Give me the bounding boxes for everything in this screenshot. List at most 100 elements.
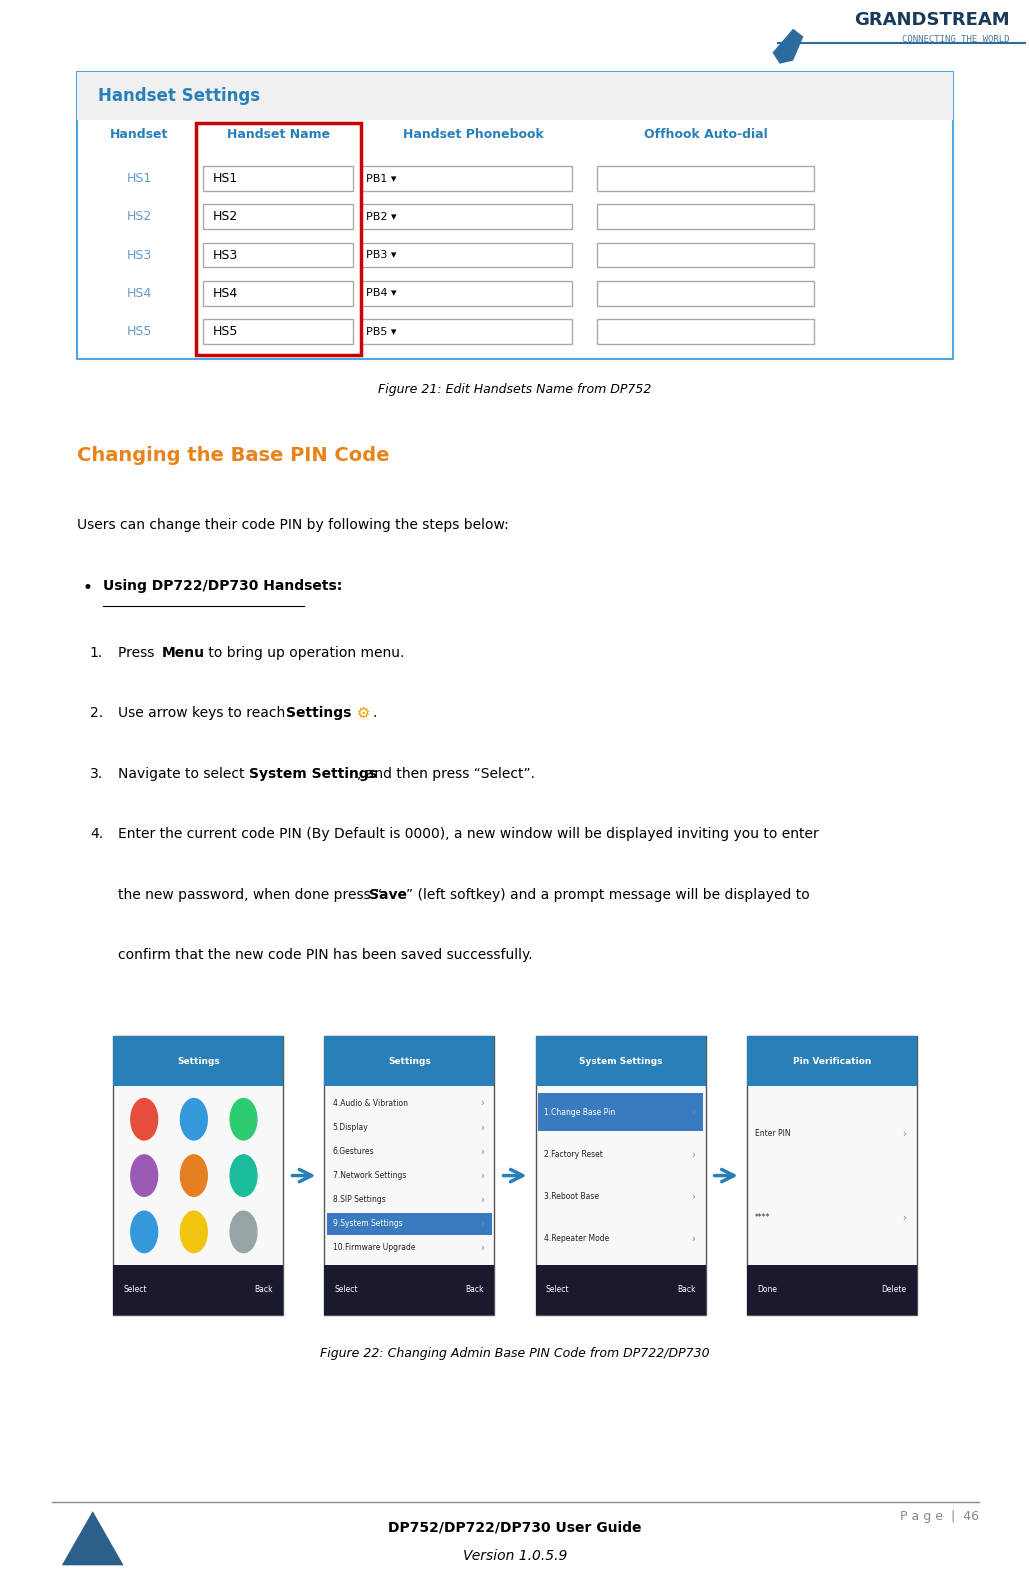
Text: Delete: Delete bbox=[882, 1285, 906, 1294]
Polygon shape bbox=[772, 29, 803, 64]
Text: Settings: Settings bbox=[286, 706, 351, 720]
Text: Handset: Handset bbox=[110, 128, 168, 140]
FancyBboxPatch shape bbox=[203, 166, 353, 191]
Text: Back: Back bbox=[677, 1285, 695, 1294]
Text: 5.Display: 5.Display bbox=[333, 1122, 369, 1132]
FancyBboxPatch shape bbox=[597, 319, 814, 344]
Text: Done: Done bbox=[757, 1285, 777, 1294]
Text: Enter the current code PIN (By Default is 0000), a new window will be displayed : Enter the current code PIN (By Default i… bbox=[118, 827, 819, 842]
Circle shape bbox=[180, 1211, 207, 1253]
Text: to bring up operation menu.: to bring up operation menu. bbox=[204, 646, 405, 660]
Circle shape bbox=[230, 1098, 256, 1140]
Text: HS4: HS4 bbox=[213, 287, 239, 300]
FancyBboxPatch shape bbox=[203, 319, 353, 344]
FancyBboxPatch shape bbox=[360, 204, 572, 230]
Text: 10.Firmware Upgrade: 10.Firmware Upgrade bbox=[333, 1243, 415, 1253]
Text: ›: › bbox=[480, 1196, 484, 1205]
Text: Enter PIN: Enter PIN bbox=[755, 1129, 791, 1138]
FancyBboxPatch shape bbox=[327, 1213, 492, 1235]
Text: , and then press “Select”.: , and then press “Select”. bbox=[357, 767, 536, 781]
Text: Select: Select bbox=[124, 1285, 147, 1294]
Text: HS2: HS2 bbox=[213, 210, 239, 223]
Text: ›: › bbox=[480, 1146, 484, 1156]
Text: Navigate to select: Navigate to select bbox=[118, 767, 249, 781]
FancyBboxPatch shape bbox=[536, 1036, 706, 1315]
FancyBboxPatch shape bbox=[747, 1266, 917, 1315]
Text: P a g e  |  46: P a g e | 46 bbox=[899, 1510, 978, 1522]
FancyBboxPatch shape bbox=[324, 1036, 494, 1087]
Circle shape bbox=[131, 1156, 158, 1197]
FancyBboxPatch shape bbox=[360, 319, 572, 344]
Text: ⚙: ⚙ bbox=[347, 706, 371, 720]
FancyBboxPatch shape bbox=[747, 1036, 917, 1087]
Text: Press: Press bbox=[118, 646, 160, 660]
Text: HS5: HS5 bbox=[127, 325, 151, 338]
Text: 4.Audio & Vibration: 4.Audio & Vibration bbox=[333, 1098, 408, 1108]
Text: 2.: 2. bbox=[90, 706, 103, 720]
Text: .: . bbox=[373, 706, 377, 720]
FancyBboxPatch shape bbox=[324, 1036, 494, 1315]
Circle shape bbox=[230, 1156, 256, 1197]
Text: PB4 ▾: PB4 ▾ bbox=[366, 289, 397, 298]
FancyBboxPatch shape bbox=[113, 1266, 283, 1315]
Text: 1.: 1. bbox=[90, 646, 103, 660]
Text: HS2: HS2 bbox=[127, 210, 151, 223]
Circle shape bbox=[180, 1098, 207, 1140]
Text: Pin Verification: Pin Verification bbox=[792, 1057, 871, 1066]
Text: DP752/DP722/DP730 User Guide: DP752/DP722/DP730 User Guide bbox=[388, 1521, 642, 1535]
Text: Handset Name: Handset Name bbox=[227, 128, 330, 140]
Text: HS1: HS1 bbox=[127, 172, 151, 185]
Text: the new password, when done press “: the new password, when done press “ bbox=[118, 888, 382, 902]
Text: ›: › bbox=[480, 1098, 484, 1108]
Text: HS3: HS3 bbox=[127, 249, 151, 261]
Text: Version 1.0.5.9: Version 1.0.5.9 bbox=[462, 1549, 568, 1564]
Text: Handset Settings: Handset Settings bbox=[98, 86, 260, 105]
Text: Select: Select bbox=[335, 1285, 358, 1294]
FancyBboxPatch shape bbox=[203, 281, 353, 306]
FancyBboxPatch shape bbox=[597, 204, 814, 230]
FancyBboxPatch shape bbox=[203, 242, 353, 268]
Text: Use arrow keys to reach: Use arrow keys to reach bbox=[118, 706, 290, 720]
Text: Users can change their code PIN by following the steps below:: Users can change their code PIN by follo… bbox=[77, 518, 509, 532]
Text: 8.SIP Settings: 8.SIP Settings bbox=[333, 1196, 385, 1203]
Text: Figure 22: Changing Admin Base PIN Code from DP722/DP730: Figure 22: Changing Admin Base PIN Code … bbox=[320, 1347, 710, 1360]
Text: 3.: 3. bbox=[90, 767, 103, 781]
Text: GRANDSTREAM: GRANDSTREAM bbox=[854, 11, 1009, 29]
Text: Back: Back bbox=[254, 1285, 273, 1294]
Text: Offhook Auto-dial: Offhook Auto-dial bbox=[644, 128, 767, 140]
FancyBboxPatch shape bbox=[203, 204, 353, 230]
Text: PB1 ▾: PB1 ▾ bbox=[366, 174, 397, 183]
Text: System Settings: System Settings bbox=[579, 1057, 662, 1066]
Text: 1.Change Base Pin: 1.Change Base Pin bbox=[544, 1108, 615, 1117]
FancyBboxPatch shape bbox=[113, 1036, 283, 1087]
Text: ›: › bbox=[691, 1108, 695, 1117]
Text: PB5 ▾: PB5 ▾ bbox=[366, 327, 397, 336]
Text: Changing the Base PIN Code: Changing the Base PIN Code bbox=[77, 446, 389, 465]
FancyBboxPatch shape bbox=[360, 166, 572, 191]
Text: ›: › bbox=[691, 1149, 695, 1159]
FancyBboxPatch shape bbox=[77, 72, 953, 359]
Text: ›: › bbox=[691, 1192, 695, 1202]
Text: HS1: HS1 bbox=[213, 172, 239, 185]
Text: HS3: HS3 bbox=[213, 249, 239, 261]
Text: ›: › bbox=[691, 1234, 695, 1243]
Text: confirm that the new code PIN has been saved successfully.: confirm that the new code PIN has been s… bbox=[118, 948, 534, 963]
Text: ›: › bbox=[480, 1219, 484, 1229]
Text: ›: › bbox=[902, 1129, 906, 1138]
Text: Figure 21: Edit Handsets Name from DP752: Figure 21: Edit Handsets Name from DP752 bbox=[378, 383, 652, 395]
Text: Handset Phonebook: Handset Phonebook bbox=[404, 128, 544, 140]
FancyBboxPatch shape bbox=[597, 166, 814, 191]
FancyBboxPatch shape bbox=[360, 242, 572, 268]
Circle shape bbox=[131, 1211, 158, 1253]
Polygon shape bbox=[62, 1511, 124, 1565]
Text: PB2 ▾: PB2 ▾ bbox=[366, 212, 397, 222]
Text: Settings: Settings bbox=[177, 1057, 219, 1066]
Text: System Settings: System Settings bbox=[249, 767, 377, 781]
FancyBboxPatch shape bbox=[77, 72, 953, 120]
Text: HS5: HS5 bbox=[213, 325, 239, 338]
Text: ›: › bbox=[902, 1213, 906, 1223]
FancyBboxPatch shape bbox=[324, 1266, 494, 1315]
FancyArrowPatch shape bbox=[715, 1170, 734, 1181]
FancyBboxPatch shape bbox=[536, 1266, 706, 1315]
FancyBboxPatch shape bbox=[538, 1093, 703, 1132]
